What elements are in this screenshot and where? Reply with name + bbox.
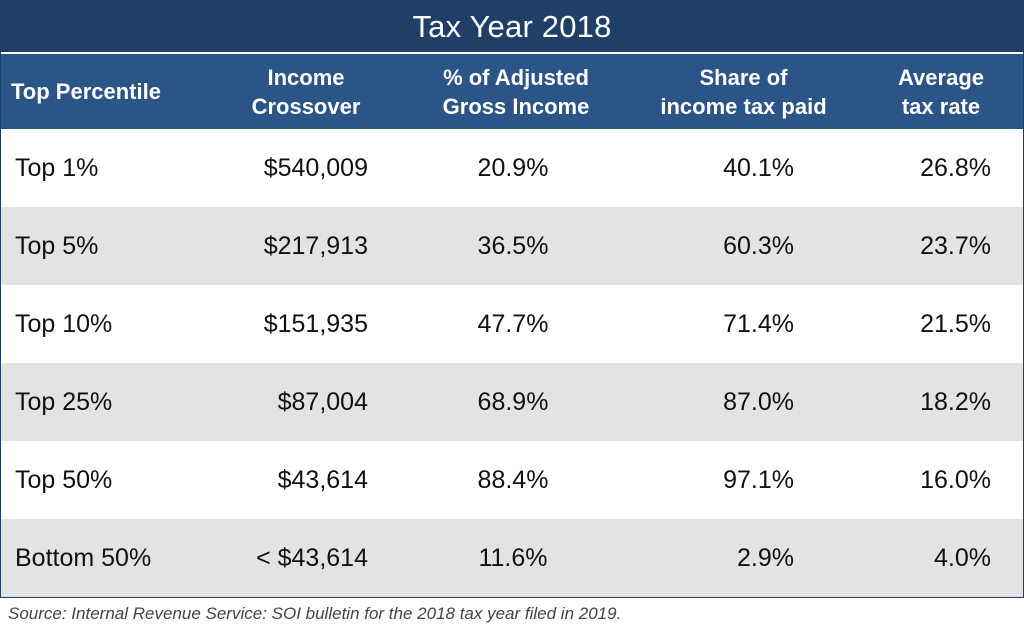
column-header-top-percentile: Top Percentile — [11, 79, 161, 104]
agi-share-cell: 11.6% — [478, 544, 548, 572]
tax-share-cell: 71.4% — [723, 310, 794, 338]
tax-share-cell: 2.9% — [737, 544, 794, 572]
table-row: Top 1% $540,009 20.9% 40.1% 26.8% — [1, 129, 1023, 207]
agi-share-cell: 36.5% — [477, 232, 549, 260]
average-tax-rate-cell: 16.0% — [920, 466, 991, 494]
table-row: Top 5% $217,913 36.5% 60.3% 23.7% — [1, 207, 1023, 285]
income-crossover-cell: $540,009 — [263, 154, 368, 182]
tax-share-cell: 60.3% — [723, 232, 794, 260]
tax-share-cell: 40.1% — [723, 154, 794, 182]
agi-share-cell: 20.9% — [477, 154, 549, 182]
percentile-cell: Top 1% — [15, 154, 99, 182]
tax-share-cell: 97.1% — [723, 466, 794, 494]
income-crossover-cell: $151,935 — [263, 310, 368, 338]
table-row: Top 10% $151,935 47.7% 71.4% 21.5% — [1, 285, 1023, 363]
percentile-cell: Top 5% — [15, 232, 99, 260]
average-tax-rate-cell: 4.0% — [934, 544, 991, 572]
table-title: Tax Year 2018 — [1, 1, 1023, 52]
average-tax-rate-cell: 21.5% — [920, 310, 991, 338]
table-row: Top 25% $87,004 68.9% 87.0% 18.2% — [1, 363, 1023, 441]
table-row: Bottom 50% < $43,614 11.6% 2.9% 4.0% — [1, 519, 1023, 597]
column-header-income-crossover: Income Crossover — [251, 64, 361, 119]
column-header-average-tax-rate: Average tax rate — [897, 64, 984, 119]
table-body: Top 1% $540,009 20.9% 40.1% 26.8% Top 5%… — [1, 129, 1023, 597]
income-crossover-cell: $43,614 — [277, 466, 368, 494]
agi-share-cell: 68.9% — [477, 388, 549, 416]
average-tax-rate-cell: 18.2% — [920, 388, 991, 416]
column-header-tax-share: Share of income tax paid — [660, 64, 827, 119]
source-note: Source: Internal Revenue Service: SOI bu… — [8, 604, 622, 623]
percentile-cell: Top 25% — [15, 388, 113, 416]
agi-share-cell: 47.7% — [477, 310, 549, 338]
income-crossover-cell: $217,913 — [263, 232, 368, 260]
tax-share-cell: 87.0% — [723, 388, 794, 416]
column-header-agi-share: % of Adjusted Gross Income — [442, 64, 590, 119]
table-row: Top 50% $43,614 88.4% 97.1% 16.0% — [1, 441, 1023, 519]
average-tax-rate-cell: 26.8% — [920, 154, 991, 182]
income-crossover-cell: < $43,614 — [256, 544, 368, 572]
percentile-cell: Top 10% — [15, 310, 113, 338]
average-tax-rate-cell: 23.7% — [920, 232, 991, 260]
agi-share-cell: 88.4% — [477, 466, 549, 494]
income-crossover-cell: $87,004 — [277, 388, 368, 416]
percentile-cell: Top 50% — [15, 466, 113, 494]
tax-table: Tax Year 2018 Top Percentile Income Cros… — [0, 0, 1024, 598]
header-row: Top Percentile Income Crossover % of Adj… — [1, 54, 1023, 129]
percentile-cell: Bottom 50% — [15, 544, 152, 572]
